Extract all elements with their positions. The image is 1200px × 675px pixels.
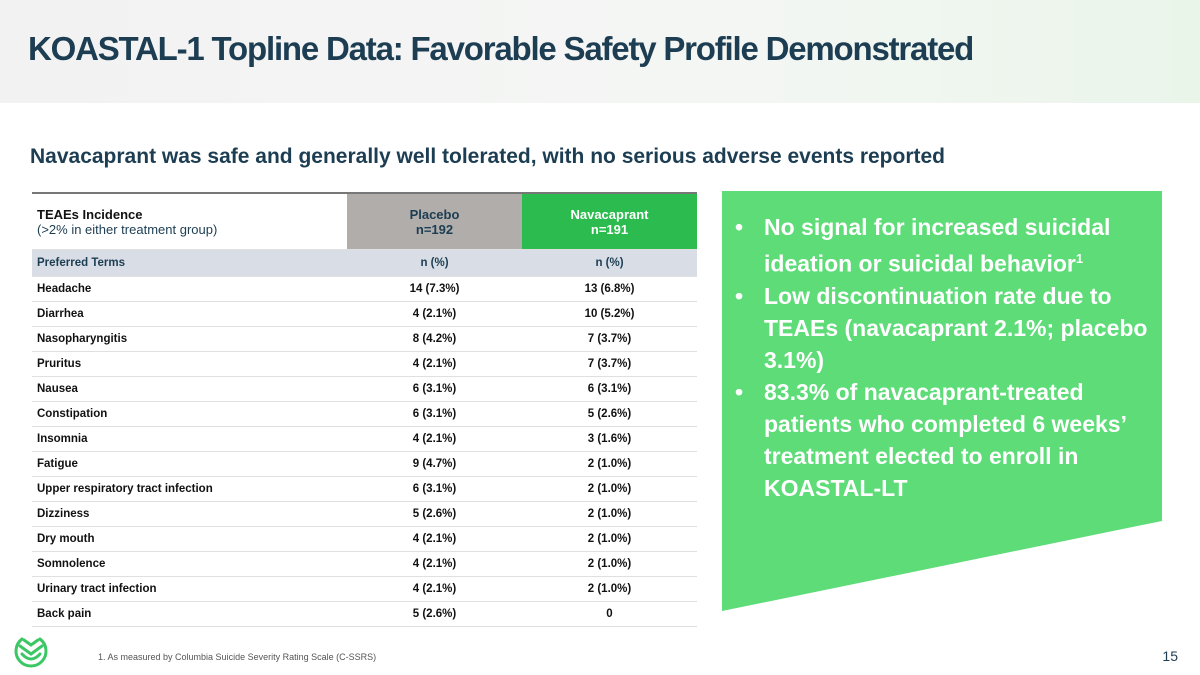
term-cell: Fatigue [32,451,347,477]
placebo-cell: 5 (2.6%) [347,601,522,627]
navacaprant-cell: 2 (1.0%) [522,476,697,502]
navacaprant-cell: 2 (1.0%) [522,451,697,477]
placebo-header: Placebo n=192 [347,192,522,250]
table-row: Back pain 5 (2.6%) 0 [32,601,697,627]
placebo-cell: 4 (2.1%) [347,351,522,377]
placebo-cell: 14 (7.3%) [347,276,522,302]
company-logo-icon [14,637,48,668]
highlights-panel: No signal for increased suicidal ideatio… [722,191,1162,611]
table-row: Pruritus 4 (2.1%) 7 (3.7%) [32,351,697,377]
term-cell: Diarrhea [32,301,347,327]
table-row: Dry mouth 4 (2.1%) 2 (1.0%) [32,526,697,552]
table-header-row: TEAEs Incidence (>2% in either treatment … [32,192,697,250]
term-cell: Upper respiratory tract infection [32,476,347,502]
placebo-cell: 8 (4.2%) [347,326,522,352]
term-cell: Dizziness [32,501,347,527]
table-row: Insomnia 4 (2.1%) 3 (1.6%) [32,426,697,452]
placebo-cell: 4 (2.1%) [347,576,522,602]
term-cell: Urinary tract infection [32,576,347,602]
navacaprant-header: Navacaprant n=191 [522,192,697,250]
table-row: Nasopharyngitis 8 (4.2%) 7 (3.7%) [32,326,697,352]
navacaprant-cell: 0 [522,601,697,627]
placebo-cell: 6 (3.1%) [347,476,522,502]
table-subheader-row: Preferred Terms n (%) n (%) [32,249,697,277]
navacaprant-cell: 7 (3.7%) [522,351,697,377]
term-cell: Insomnia [32,426,347,452]
table-row: Upper respiratory tract infection 6 (3.1%… [32,476,697,502]
term-cell: Nasopharyngitis [32,326,347,352]
navacaprant-cell: 10 (5.2%) [522,301,697,327]
table-row: Nausea 6 (3.1%) 6 (3.1%) [32,376,697,402]
table-row: Dizziness 5 (2.6%) 2 (1.0%) [32,501,697,527]
navacaprant-cell: 2 (1.0%) [522,551,697,577]
placebo-cell: 9 (4.7%) [347,451,522,477]
placebo-cell: 6 (3.1%) [347,401,522,427]
teae-table: TEAEs Incidence (>2% in either treatment … [32,192,697,627]
navacaprant-cell: 2 (1.0%) [522,526,697,552]
page-number: 15 [1162,648,1178,664]
placebo-unit: n (%) [347,249,522,277]
placebo-cell: 4 (2.1%) [347,301,522,327]
header-band [0,0,1200,103]
navacaprant-cell: 7 (3.7%) [522,326,697,352]
term-cell: Dry mouth [32,526,347,552]
term-cell: Headache [32,276,347,302]
term-cell: Back pain [32,601,347,627]
navacaprant-cell: 2 (1.0%) [522,576,697,602]
placebo-cell: 5 (2.6%) [347,501,522,527]
table-row: Headache 14 (7.3%) 13 (6.8%) [32,276,697,302]
table-row: Somnolence 4 (2.1%) 2 (1.0%) [32,551,697,577]
bullet-3: 83.3% of navacaprant-treated patients wh… [735,376,1162,504]
navacaprant-cell: 6 (3.1%) [522,376,697,402]
navacaprant-cell: 3 (1.6%) [522,426,697,452]
header-label: TEAEs Incidence (>2% in either treatment … [32,192,347,250]
term-cell: Constipation [32,401,347,427]
navacaprant-cell: 2 (1.0%) [522,501,697,527]
placebo-cell: 4 (2.1%) [347,426,522,452]
preferred-terms-label: Preferred Terms [32,249,347,277]
term-cell: Somnolence [32,551,347,577]
subtitle: Navacaprant was safe and generally well … [30,145,946,168]
table-row: Urinary tract infection 4 (2.1%) 2 (1.0%) [32,576,697,602]
term-cell: Pruritus [32,351,347,377]
bullet-2: Low discontinuation rate due to TEAEs (n… [735,280,1162,376]
page-title: KOASTAL-1 Topline Data: Favorable Safety… [28,30,974,67]
table-row: Diarrhea 4 (2.1%) 10 (5.2%) [32,301,697,327]
table-row: Fatigue 9 (4.7%) 2 (1.0%) [32,451,697,477]
navacaprant-cell: 13 (6.8%) [522,276,697,302]
navacaprant-unit: n (%) [522,249,697,277]
navacaprant-cell: 5 (2.6%) [522,401,697,427]
term-cell: Nausea [32,376,347,402]
footnote: 1. As measured by Columbia Suicide Sever… [98,652,377,662]
table-row: Constipation 6 (3.1%) 5 (2.6%) [32,401,697,427]
placebo-cell: 4 (2.1%) [347,526,522,552]
placebo-cell: 4 (2.1%) [347,551,522,577]
placebo-cell: 6 (3.1%) [347,376,522,402]
bullet-1: No signal for increased suicidal ideatio… [735,211,1162,280]
